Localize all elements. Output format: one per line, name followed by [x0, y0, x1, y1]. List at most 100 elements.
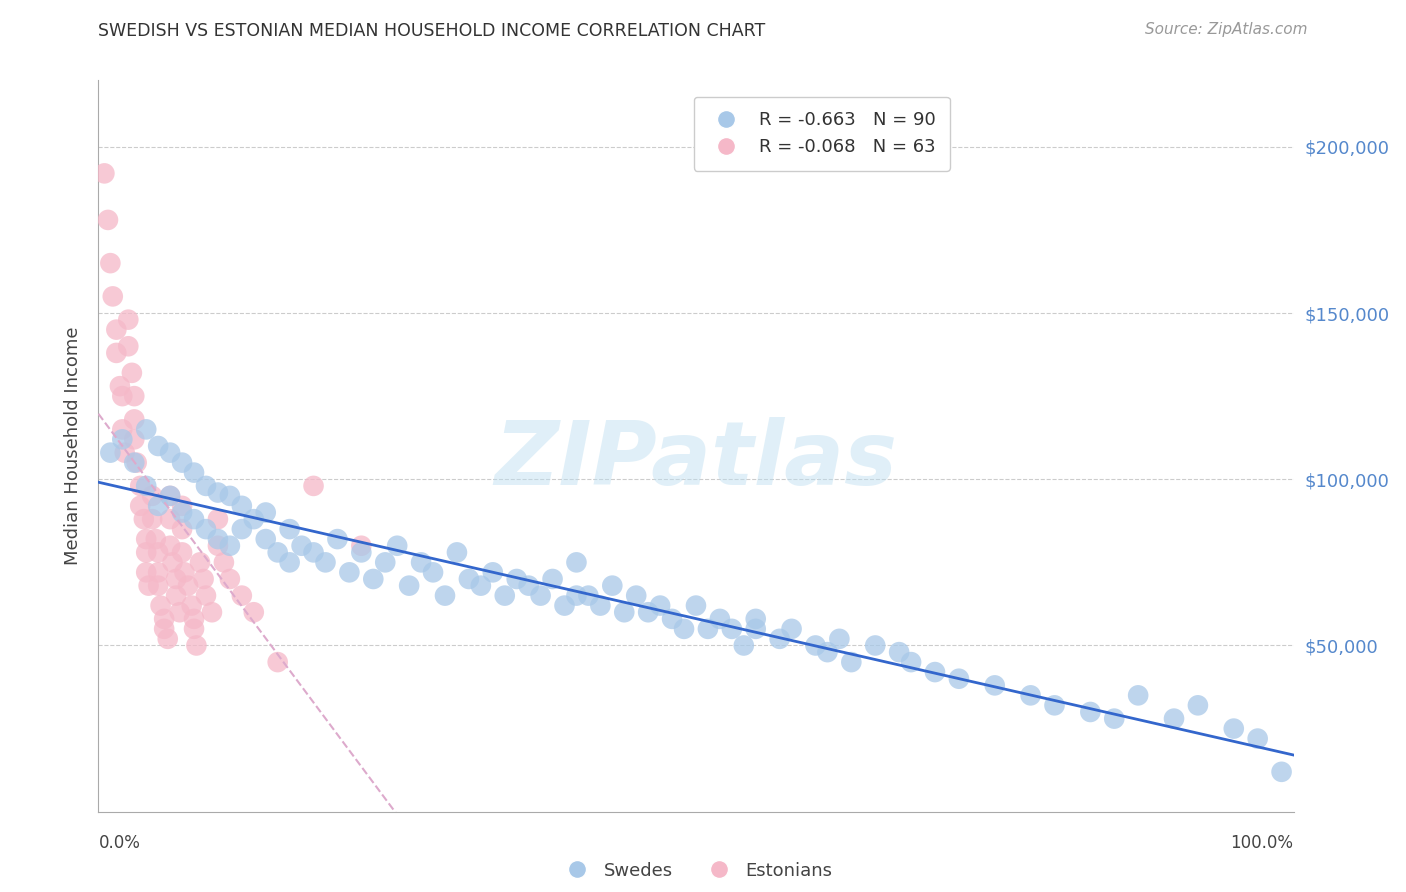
Point: [267, 545, 290, 559]
Point: [1019, 689, 1042, 703]
Point: [815, 645, 838, 659]
Point: [121, 366, 143, 380]
Point: [685, 599, 707, 613]
Point: [148, 545, 170, 559]
Point: [172, 506, 194, 520]
Point: [194, 522, 218, 536]
Text: 100.0%: 100.0%: [1230, 834, 1294, 852]
Point: [1080, 705, 1102, 719]
Point: [1187, 698, 1209, 713]
Point: [188, 555, 211, 569]
Point: [374, 555, 396, 569]
Point: [98, 256, 122, 270]
Point: [172, 522, 194, 536]
Point: [637, 605, 659, 619]
Point: [145, 532, 167, 546]
Point: [1102, 712, 1125, 726]
Point: [219, 572, 242, 586]
Point: [721, 622, 744, 636]
Point: [1163, 712, 1185, 726]
Point: [135, 479, 157, 493]
Point: [207, 485, 229, 500]
Point: [159, 489, 181, 503]
Point: [350, 545, 373, 559]
Point: [138, 579, 160, 593]
Point: [172, 545, 194, 559]
Point: [697, 622, 720, 636]
Point: [900, 655, 922, 669]
Point: [135, 566, 157, 580]
Point: [172, 499, 194, 513]
Point: [254, 506, 277, 520]
Y-axis label: Median Household Income: Median Household Income: [65, 326, 83, 566]
Point: [153, 612, 176, 626]
Point: [529, 589, 551, 603]
Point: [129, 499, 152, 513]
Point: [114, 445, 136, 459]
Point: [231, 522, 253, 536]
Point: [780, 622, 803, 636]
Point: [231, 499, 253, 513]
Point: [243, 512, 266, 526]
Point: [207, 532, 229, 546]
Point: [422, 566, 444, 580]
Point: [101, 289, 124, 303]
Point: [125, 456, 148, 470]
Point: [243, 605, 266, 619]
Point: [219, 539, 242, 553]
Point: [148, 499, 170, 513]
Point: [165, 572, 187, 586]
Point: [576, 589, 599, 603]
Point: [494, 589, 516, 603]
Point: [291, 539, 314, 553]
Text: ZIPatlas: ZIPatlas: [495, 417, 897, 504]
Point: [159, 539, 181, 553]
Point: [193, 572, 215, 586]
Point: [212, 555, 235, 569]
Point: [124, 389, 146, 403]
Point: [804, 639, 827, 653]
Point: [863, 639, 887, 653]
Point: [254, 532, 277, 546]
Point: [172, 456, 194, 470]
Point: [924, 665, 946, 679]
Point: [148, 439, 170, 453]
Point: [194, 479, 218, 493]
Point: [135, 545, 157, 559]
Point: [350, 539, 373, 553]
Point: [129, 479, 152, 493]
Point: [458, 572, 481, 586]
Point: [183, 512, 205, 526]
Point: [111, 433, 134, 447]
Point: [315, 555, 337, 569]
Point: [828, 632, 851, 646]
Point: [231, 589, 253, 603]
Point: [541, 572, 564, 586]
Point: [278, 522, 301, 536]
Point: [506, 572, 529, 586]
Text: Source: ZipAtlas.com: Source: ZipAtlas.com: [1144, 22, 1308, 37]
Point: [1222, 722, 1246, 736]
Text: 0.0%: 0.0%: [98, 834, 141, 852]
Point: [517, 579, 540, 593]
Point: [267, 655, 290, 669]
Point: [889, 645, 911, 659]
Point: [768, 632, 790, 646]
Point: [159, 512, 181, 526]
Point: [302, 479, 325, 493]
Point: [183, 466, 205, 480]
Point: [111, 389, 134, 403]
Point: [984, 678, 1007, 692]
Point: [177, 579, 200, 593]
Point: [124, 456, 146, 470]
Point: [149, 599, 172, 613]
Point: [135, 532, 157, 546]
Point: [948, 672, 970, 686]
Point: [589, 599, 612, 613]
Point: [745, 612, 768, 626]
Point: [326, 532, 349, 546]
Point: [411, 555, 433, 569]
Point: [1271, 764, 1294, 779]
Point: [1246, 731, 1268, 746]
Point: [124, 433, 146, 447]
